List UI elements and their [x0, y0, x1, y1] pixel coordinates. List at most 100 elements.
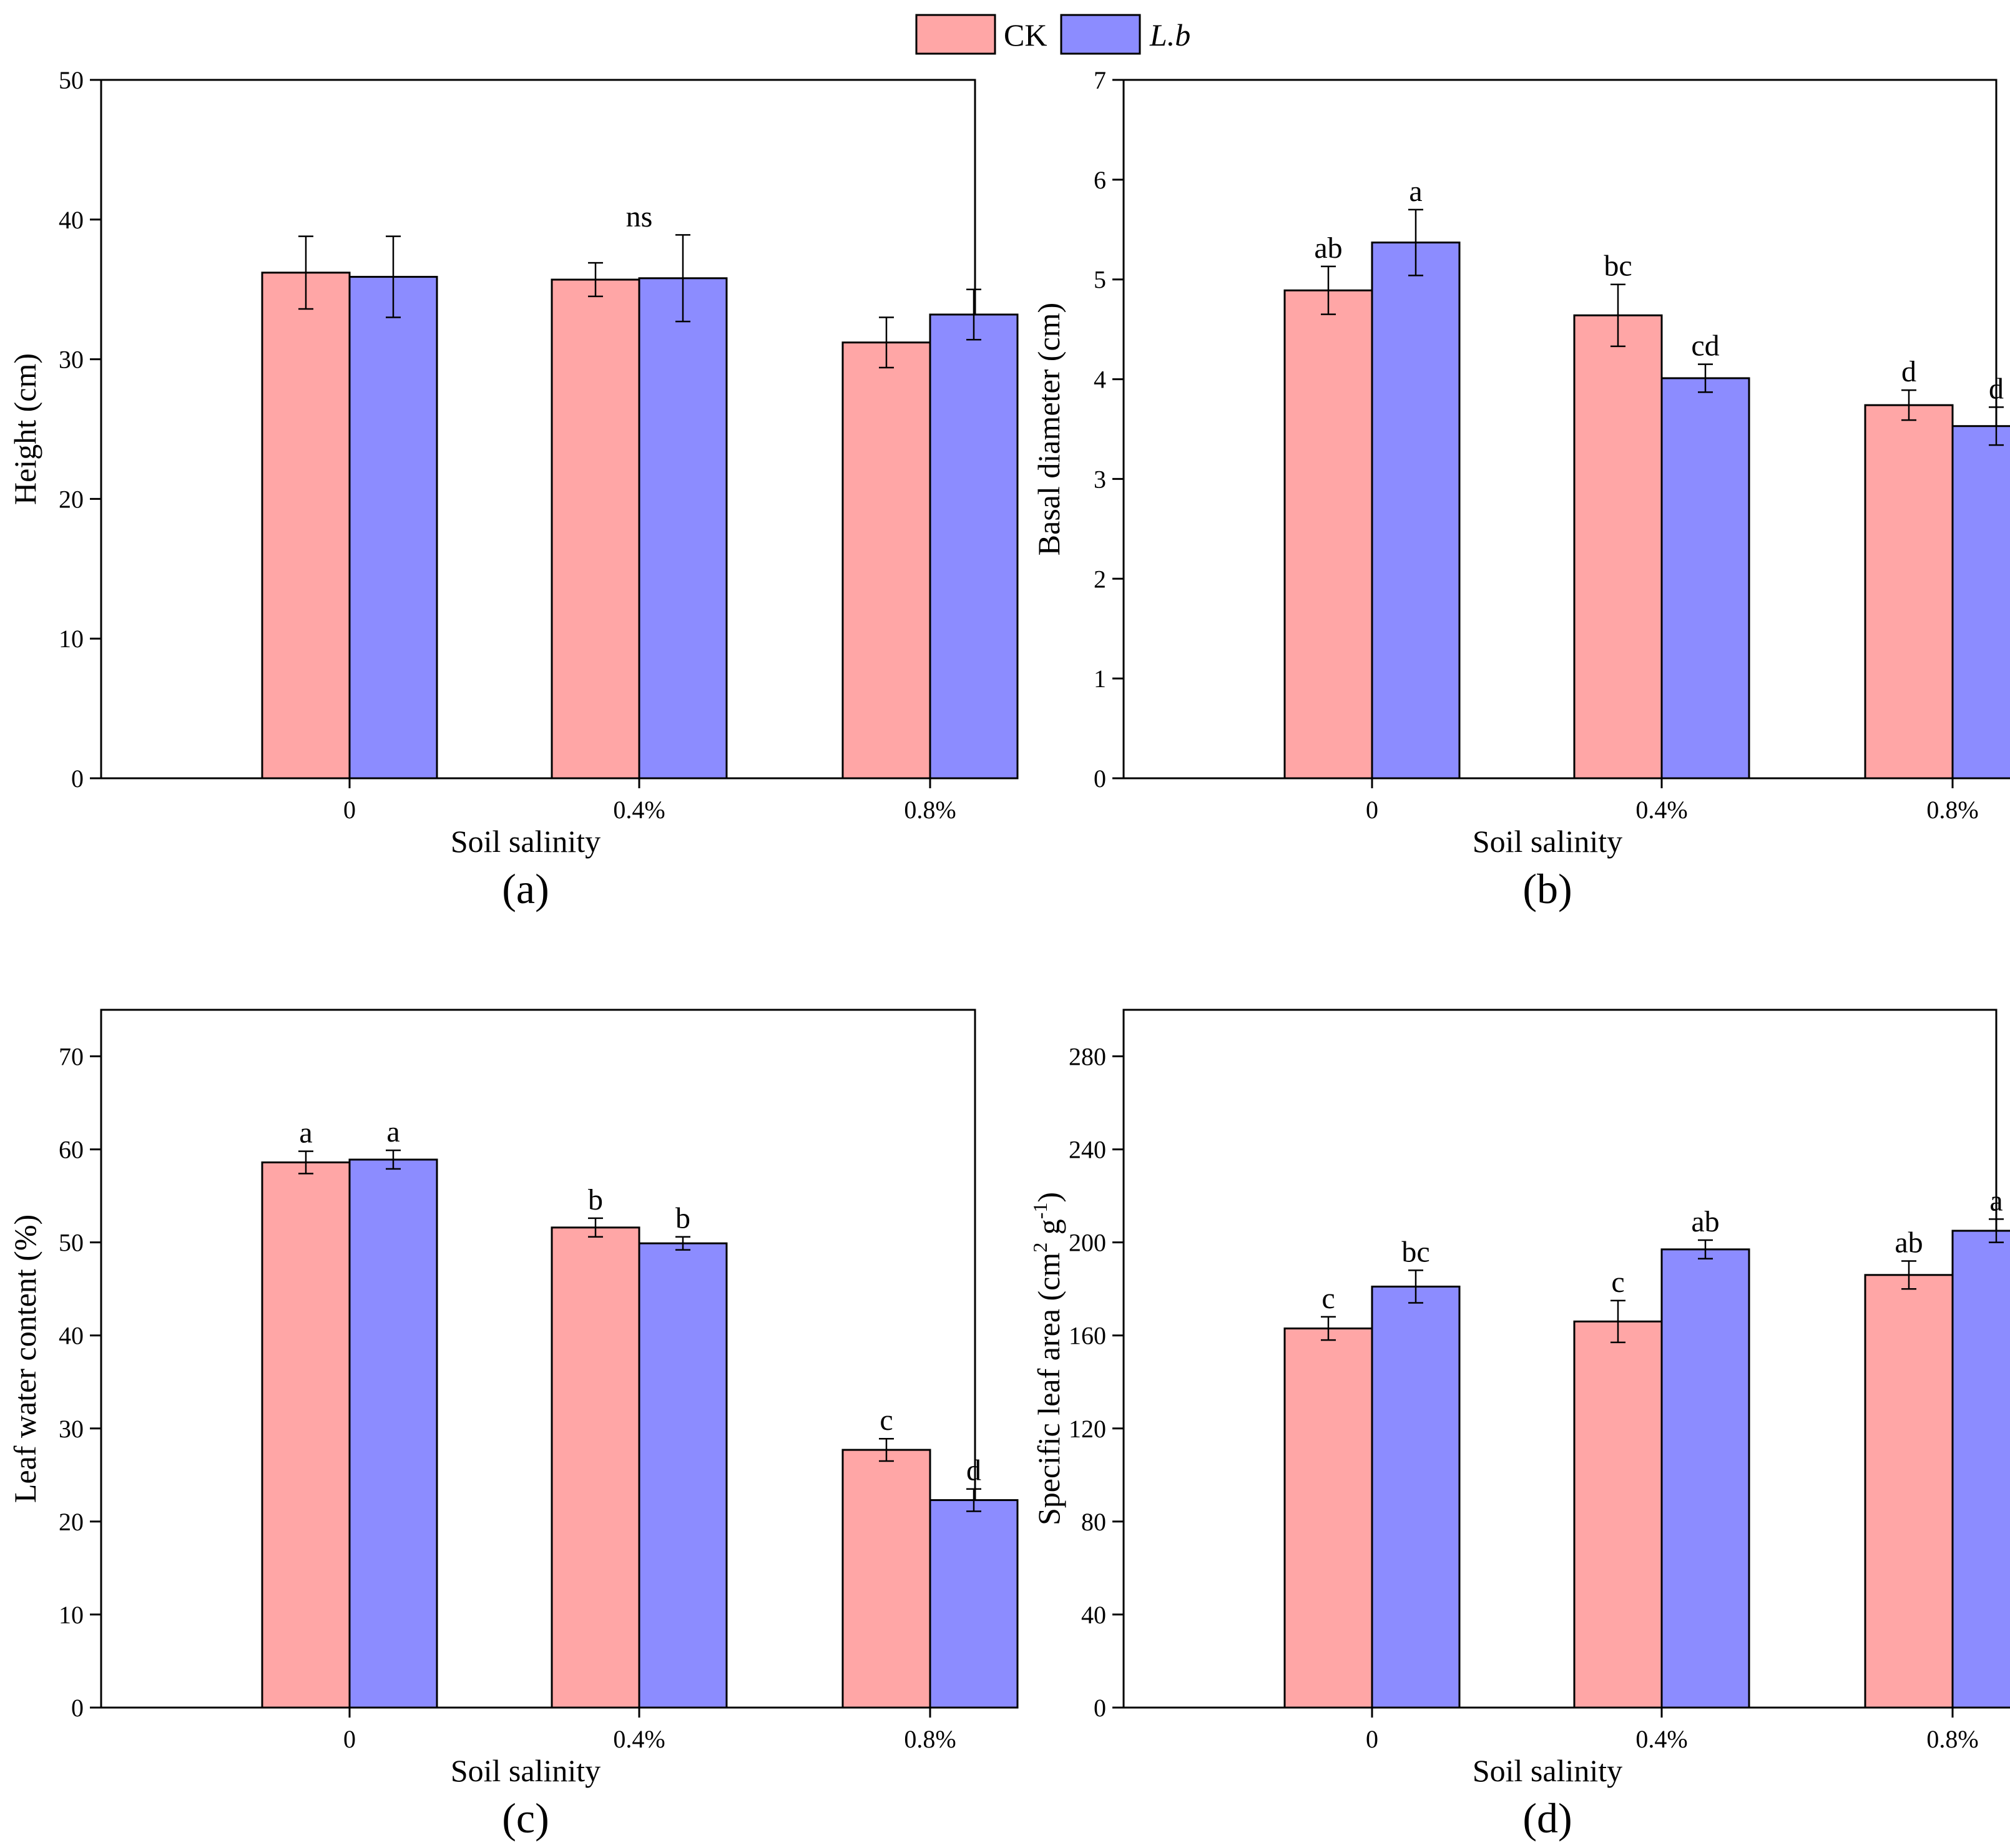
legend-swatch-lb — [1060, 14, 1141, 55]
y-axis-label-part: ) — [1031, 1192, 1066, 1203]
y-tick-label: 40 — [59, 1322, 84, 1350]
y-axis-label-part: g — [1031, 1219, 1066, 1243]
panel-label: (d) — [1522, 1794, 1572, 1842]
y-tick-label: 50 — [59, 66, 84, 94]
y-axis-label: Height (cm) — [7, 353, 42, 505]
y-tick-label: 40 — [1081, 1601, 1106, 1629]
significance-letter: bc — [1401, 1235, 1429, 1268]
y-tick-label: 60 — [59, 1136, 84, 1164]
y-tick-label: 0 — [71, 765, 84, 793]
y-tick-label: 160 — [1069, 1322, 1106, 1350]
bar-ck — [261, 1161, 351, 1709]
bar-lb — [1371, 242, 1461, 780]
plot-frame — [100, 1009, 976, 1709]
significance-letter: a — [299, 1117, 312, 1150]
chart-panel-a: 0 10 20 30 40 50 0 0.4% 0.8% ns Soil salinity (a) He… — [7, 66, 1019, 912]
y-axis-label: Basal diameter (cm) — [1031, 303, 1066, 555]
x-tick-label: 0 — [1366, 796, 1378, 824]
chart-panel-c: 0 10 20 30 40 50 60 70 0 0.4% 0.8% a b c a b d Soil salin… — [7, 1009, 1019, 1842]
bar-lb — [348, 1158, 438, 1709]
y-tick-label: 1 — [1094, 665, 1106, 693]
y-tick-label: 6 — [1094, 166, 1106, 194]
y-tick-label: 30 — [59, 346, 84, 374]
y-axis-label: Leaf water content (%) — [7, 1215, 42, 1503]
y-tick-label: 2 — [1094, 565, 1106, 593]
bar-lb — [929, 313, 1019, 780]
y-tick-label: 50 — [59, 1229, 84, 1257]
y-tick-label: 4 — [1094, 366, 1106, 394]
significance-letter: a — [1989, 1184, 2003, 1217]
significance-letter: a — [386, 1115, 400, 1148]
bar-lb — [348, 276, 438, 780]
y-tick-label: 0 — [1094, 765, 1106, 793]
significance-letter: c — [880, 1404, 893, 1437]
chart-panel-b: 0 1 2 3 4 5 6 7 0 0.4% 0.8% ab bc d a cd d Soil salinity (… — [1031, 66, 2010, 912]
y-tick-label: 7 — [1094, 66, 1106, 94]
x-tick-label: 0 — [343, 796, 356, 824]
x-tick-label: 0 — [343, 1725, 356, 1753]
panel-label: (b) — [1522, 865, 1572, 912]
y-tick-label: 0 — [71, 1694, 84, 1722]
bar-lb — [638, 1242, 728, 1709]
legend-label-lb: L.b — [1149, 17, 1190, 52]
y-tick-label: 280 — [1069, 1043, 1106, 1071]
significance-letter: d — [966, 1454, 981, 1487]
x-tick-label: 0.8% — [904, 796, 956, 824]
bar-lb — [638, 277, 728, 780]
legend-label-ck: CK — [1004, 17, 1047, 52]
bar-lb — [929, 1499, 1019, 1709]
y-tick-label: 40 — [59, 206, 84, 234]
bar-lb — [1660, 377, 1750, 780]
x-tick-label: 0.4% — [1635, 796, 1687, 824]
bar-lb — [1951, 425, 2010, 780]
significance-letter: ab — [1691, 1205, 1719, 1238]
significance-letter: cd — [1691, 330, 1719, 363]
legend: CK L.b — [915, 14, 1190, 55]
bar-lb — [1371, 1285, 1461, 1709]
y-tick-label: 0 — [1094, 1694, 1106, 1722]
y-tick-label: 10 — [59, 1601, 84, 1629]
significance-letter: b — [588, 1183, 603, 1216]
y-tick-label: 240 — [1069, 1136, 1106, 1164]
bar-ck — [1283, 289, 1373, 780]
y-tick-label: 10 — [59, 625, 84, 653]
x-tick-label: 0.8% — [904, 1725, 956, 1753]
y-tick-label: 80 — [1081, 1508, 1106, 1536]
bar-ck — [1864, 1274, 1954, 1709]
y-tick-label: 5 — [1094, 266, 1106, 294]
significance-letter: bc — [1604, 250, 1632, 283]
bar-ck — [261, 271, 351, 780]
panel-label: (a) — [502, 865, 549, 912]
x-axis-label: Soil salinity — [451, 1753, 601, 1788]
x-axis-label: Soil salinity — [1473, 824, 1622, 859]
bar-ck — [841, 1449, 931, 1709]
y-tick-label: 120 — [1069, 1415, 1106, 1443]
y-tick-label: 200 — [1069, 1229, 1106, 1257]
bar-ck — [551, 1226, 640, 1709]
bar-ck — [551, 278, 640, 780]
y-axis-label-part: 2 — [1029, 1243, 1051, 1253]
chart-panel-d: 0 40 80 120 160 200 240 280 0 0.4% 0.8% c c ab bc ab a So… — [1029, 1009, 2010, 1842]
x-tick-label: 0.4% — [1635, 1725, 1687, 1753]
significance-letter: d — [1901, 355, 1916, 388]
bar-ck — [841, 341, 931, 780]
y-tick-label: 20 — [59, 1508, 84, 1536]
x-tick-label: 0 — [1366, 1725, 1378, 1753]
bar-ck — [1573, 314, 1663, 780]
significance-letter: d — [1989, 372, 2004, 405]
significance-letter: b — [675, 1202, 690, 1235]
bar-lb — [1660, 1248, 1750, 1709]
bar-ck — [1864, 404, 1954, 780]
x-axis-label: Soil salinity — [1473, 1753, 1622, 1788]
significance-letter: a — [1409, 175, 1422, 208]
x-tick-label: 0.4% — [613, 1725, 665, 1753]
x-tick-label: 0.4% — [613, 796, 665, 824]
significance-letter: ab — [1895, 1226, 1923, 1259]
significance-letter: ab — [1314, 232, 1342, 265]
y-tick-label: 20 — [59, 485, 84, 513]
legend-swatch-ck — [915, 14, 996, 55]
bar-ck — [1573, 1320, 1663, 1709]
x-axis-label: Soil salinity — [451, 824, 601, 859]
y-axis-label: Specific leaf area (cm2 g-1) — [1029, 1192, 1066, 1525]
